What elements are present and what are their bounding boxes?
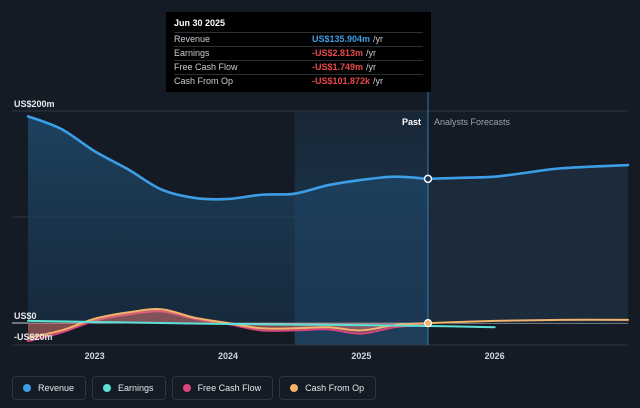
tooltip-unit: /yr [373,34,384,44]
legend-item-cash-from-op[interactable]: Cash From Op [279,376,377,400]
y-tick-label: US$0 [14,311,37,321]
tooltip-unit: /yr [366,62,377,72]
tooltip-date: Jun 30 2025 [174,18,226,28]
tooltip-row-cash-from-op: Cash From Op -US$101.872k /yr [174,74,423,88]
legend-item-free-cash-flow[interactable]: Free Cash Flow [171,376,274,400]
tooltip-row-free-cash-flow: Free Cash Flow -US$1.749m /yr [174,60,423,74]
tooltip-label: Revenue [174,34,211,44]
revenue-forecast-line [426,163,630,181]
x-tick-label: 2023 [85,351,105,361]
free-cash-flow-area [28,311,428,342]
tooltip-row-earnings: Earnings -US$2.813m /yr [174,46,423,60]
tooltip-value: -US$2.813m [312,48,364,58]
free-cash-flow-dot-icon [182,384,191,392]
x-tick-label: 2026 [485,351,505,361]
legend-item-revenue[interactable]: Revenue [12,376,87,400]
x-tick-label: 2025 [351,351,371,361]
tooltip-label: Earnings [174,48,210,58]
legend-label: Earnings [118,383,154,393]
cash-from-op-marker [423,319,433,328]
revenue-forecast-area [428,165,628,323]
earnings-line [27,319,496,329]
tooltip-unit: /yr [366,48,377,58]
cash-from-op-dot-icon [290,384,299,392]
axis-layer: US$200m US$0 -US$20m 2023 2024 2025 2026 [14,99,505,361]
revenue-dot-icon [23,384,31,392]
tooltip-value: -US$1.749m [312,62,364,72]
tooltip-label: Free Cash Flow [174,62,238,72]
cash-from-op-area [28,309,428,338]
legend-label: Revenue [38,383,75,393]
marker-layer [423,174,433,328]
y-tick-label: US$200m [14,99,55,109]
cash-from-op-line [27,308,429,339]
tooltip-unit: /yr [373,76,384,86]
revenue-line [26,115,430,201]
y-tick-label: -US$20m [14,332,53,342]
tooltip: Jun 30 2025 Revenue US$135.904m /yr Earn… [166,12,431,92]
legend-item-earnings[interactable]: Earnings [92,376,166,400]
revenue-marker [423,174,433,184]
series-layer [26,115,630,343]
cash-from-op-forecast-line [427,318,629,325]
x-tick-label: 2024 [218,351,238,361]
past-label: Past [402,117,421,127]
tooltip-value: -US$101.872k [312,76,371,86]
tooltip-row-revenue: Revenue US$135.904m /yr [174,32,423,46]
legend-label: Cash From Op [305,383,365,393]
forecast-label: Analysts Forecasts [434,117,511,127]
earnings-dot-icon [103,384,112,392]
tooltip-value: US$135.904m [312,34,371,44]
revenue-area [28,116,428,323]
legend-label: Free Cash Flow [197,383,262,393]
legend: Revenue Earnings Free Cash Flow Cash Fro… [12,376,377,400]
tooltip-label: Cash From Op [174,76,234,86]
